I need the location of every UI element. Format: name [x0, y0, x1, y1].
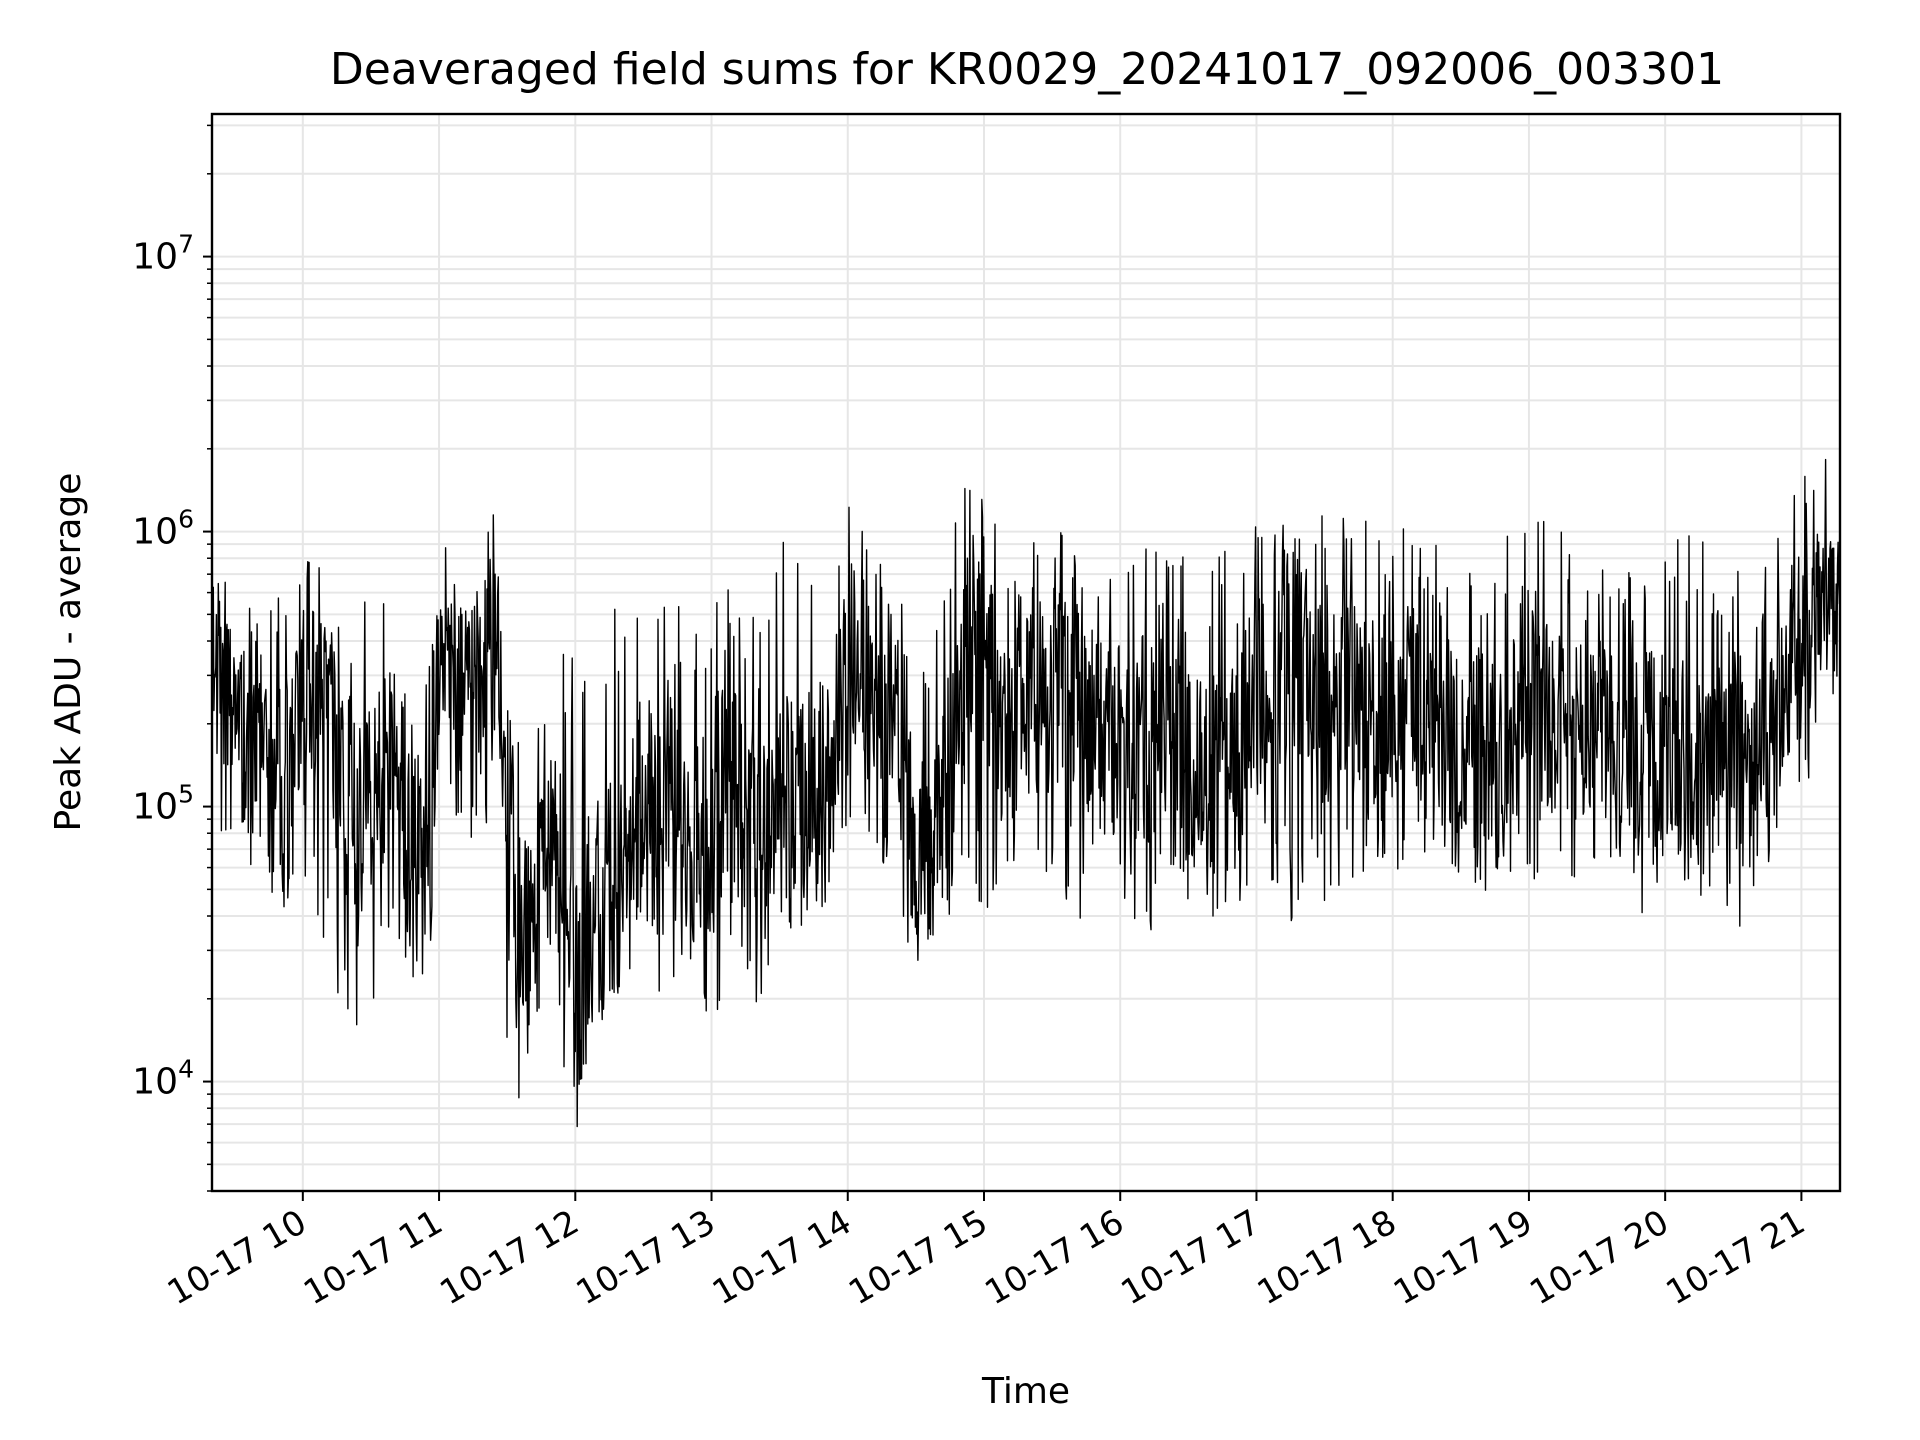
- x-tick-label: 10-17 19: [1387, 1202, 1539, 1313]
- data-series-line: [212, 458, 1840, 1128]
- major-gridlines: [212, 114, 1840, 1191]
- x-tick-label: 10-17 12: [433, 1202, 585, 1313]
- x-tick-label: 10-17 11: [297, 1202, 449, 1313]
- y-tick-label: 106: [132, 505, 194, 553]
- x-tick-label: 10-17 15: [842, 1202, 994, 1313]
- y-tick-label: 104: [132, 1055, 194, 1103]
- x-tick-label: 10-17 14: [706, 1202, 858, 1313]
- y-tick-label: 107: [132, 230, 194, 278]
- x-tick-label: 10-17 20: [1523, 1202, 1675, 1313]
- x-tick-label: 10-17 13: [570, 1202, 722, 1313]
- x-tick-label: 10-17 10: [161, 1202, 313, 1313]
- x-tick-label: 10-17 16: [978, 1202, 1130, 1313]
- y-axis-label: Peak ADU - average: [48, 473, 89, 832]
- minor-gridlines: [212, 124, 1840, 1192]
- x-tick-label: 10-17 21: [1660, 1202, 1812, 1313]
- y-tick-label: 105: [132, 780, 194, 828]
- y-axis-ticks: 104 105 106 107: [132, 124, 212, 1192]
- plot-frame: [210, 112, 1842, 1193]
- x-tick-label: 10-17 17: [1115, 1202, 1267, 1313]
- chart-title: Deaveraged field sums for KR0029_2024101…: [330, 44, 1724, 95]
- x-axis-label: Time: [981, 1371, 1070, 1412]
- x-tick-label: 10-17 18: [1251, 1202, 1403, 1313]
